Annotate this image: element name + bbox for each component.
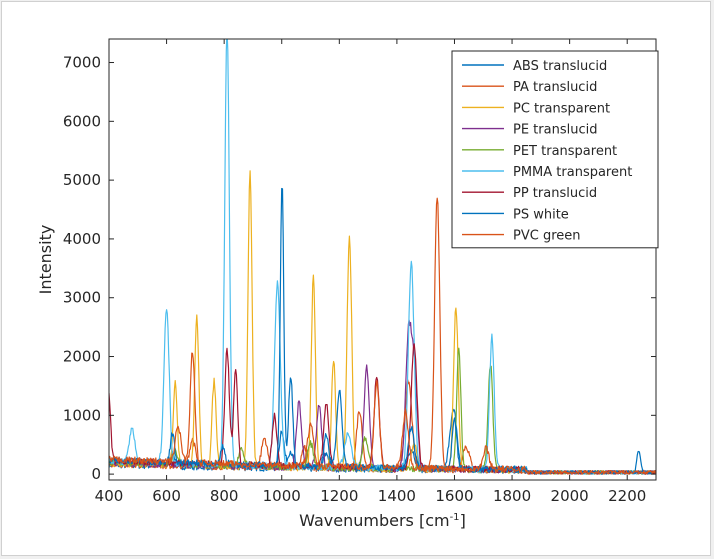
legend-label: PC transparent [513,101,610,116]
legend-label: PET transparent [513,144,617,159]
y-tick-label: 7000 [63,54,101,72]
axes-box [108,38,657,481]
x-tick-label: 1000 [263,487,301,505]
x-axis-label: Wavenumbers [cm-1] [299,511,466,530]
legend-label: PE translucid [513,123,597,138]
x-tick-label: 400 [95,487,124,505]
y-tick-label: 3000 [63,289,101,307]
x-tick-label: 800 [210,487,239,505]
x-tick-label: 2000 [551,487,589,505]
y-tick-label: 2000 [63,348,101,366]
y-ticks: 0 1000 2000 3000 4000 5000 6000 7000 [63,54,656,483]
series-line-pvc-green [109,352,656,475]
legend-label: PA translucid [513,80,597,95]
x-tick-label: 1400 [378,487,416,505]
y-tick-label: 5000 [63,171,101,189]
plot-lines [109,39,656,475]
x-tick-label: 600 [152,487,181,505]
x-ticks: 400 600 800 1000 1200 1400 1600 1800 2000 2200 [95,39,646,505]
x-tick-label: 2200 [608,487,646,505]
x-tick-label: 1200 [320,487,358,505]
y-tick-label: 1000 [63,406,101,424]
x-tick-label: 1600 [435,487,473,505]
y-tick-label: 4000 [63,230,101,248]
series-line-pe-translucid [109,319,656,475]
legend-label: PMMA transparent [513,165,632,180]
x-tick-label: 1800 [493,487,531,505]
legend-label: ABS translucid [513,59,607,74]
y-tick-label: 0 [91,465,101,483]
y-axis-label: Intensity [36,225,55,295]
legend-label: PVC green [513,229,581,244]
legend-label: PP translucid [513,186,597,201]
y-tick-label: 6000 [63,112,101,130]
legend-label: PS white [513,207,569,222]
legend: ABS translucid PA translucid PC transparen… [451,50,659,249]
